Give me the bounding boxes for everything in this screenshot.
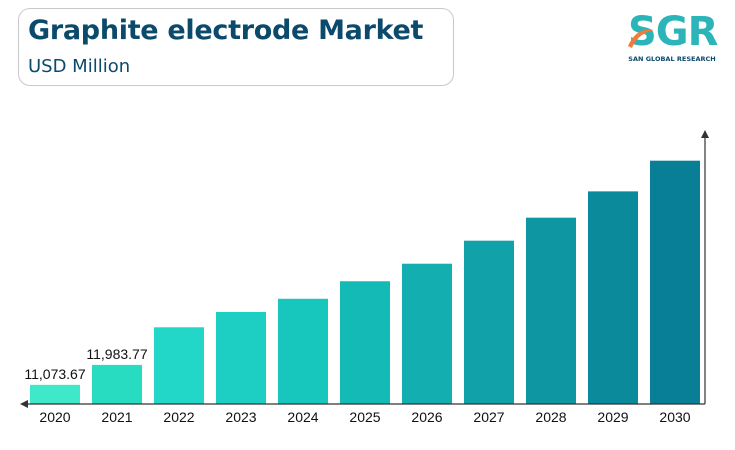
x-tick-label: 2028	[535, 409, 566, 425]
x-tick-label: 2023	[225, 409, 256, 425]
data-label: 11,073.67	[24, 366, 85, 382]
x-tick-label: 2024	[287, 409, 318, 425]
x-tick-label: 2026	[411, 409, 442, 425]
page-title: Graphite electrode Market	[28, 15, 424, 46]
bar-2023	[216, 311, 266, 404]
bar-2020	[30, 384, 80, 404]
page-subtitle: USD Million	[28, 56, 131, 77]
x-tick-label: 2022	[163, 409, 194, 425]
x-axis-arrow	[20, 400, 28, 408]
x-tick-label: 2029	[597, 409, 628, 425]
title-box: Graphite electrode Market USD Million	[18, 8, 454, 86]
bar-2029	[588, 191, 638, 404]
x-tick-label: 2021	[101, 409, 132, 425]
bar-2024	[278, 298, 328, 404]
bar-2027	[464, 240, 514, 404]
bar-2028	[526, 217, 576, 404]
swoosh-icon	[628, 29, 654, 48]
x-tick-label: 2020	[39, 409, 70, 425]
x-tick-label: 2030	[659, 409, 690, 425]
x-tick-label: 2025	[349, 409, 380, 425]
bar-2021	[92, 364, 142, 404]
bar-2025	[340, 281, 390, 404]
logo-name: SAN GLOBAL RESEARCH	[628, 55, 716, 63]
x-tick-label: 2027	[473, 409, 504, 425]
brand-logo: SGR SAN GLOBAL RESEARCH	[622, 10, 722, 68]
bar-2026	[402, 263, 452, 404]
bar-2022	[154, 327, 204, 404]
y-axis-arrow	[701, 130, 709, 138]
data-label: 11,983.77	[86, 346, 147, 362]
bar-2030	[650, 160, 700, 404]
